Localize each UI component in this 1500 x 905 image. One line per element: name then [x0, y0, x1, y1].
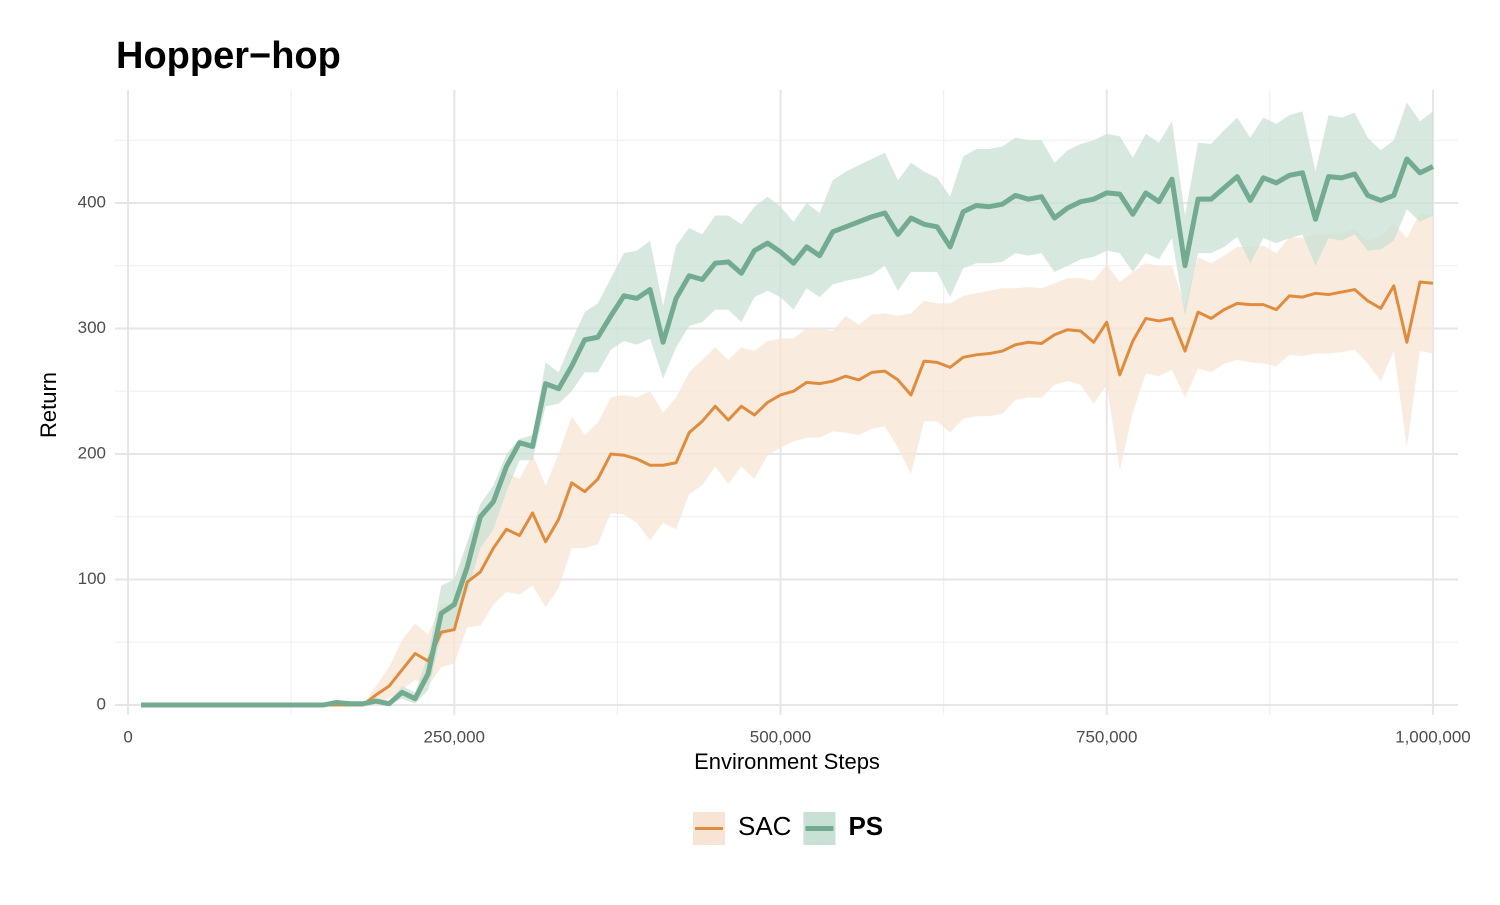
- x-tick-label: 250,000: [424, 727, 485, 746]
- y-tick-label: 200: [78, 443, 106, 462]
- y-tick-label: 400: [78, 192, 106, 211]
- y-axis-title: Return: [36, 372, 61, 438]
- x-tick-label: 750,000: [1076, 727, 1137, 746]
- series-line: [141, 156, 1435, 708]
- x-tick-label: 500,000: [750, 727, 811, 746]
- legend-item: SAC: [693, 811, 791, 845]
- x-tick-label: 1,000,000: [1395, 727, 1471, 746]
- x-tick-label: 0: [123, 727, 132, 746]
- chart-title: Hopper−hop: [116, 35, 341, 77]
- x-axis-title: Environment Steps: [694, 749, 880, 774]
- legend-label: PS: [848, 811, 883, 841]
- legend-item: PS: [803, 811, 883, 845]
- y-tick-label: 0: [97, 694, 106, 713]
- legend-label: SAC: [738, 811, 791, 841]
- y-tick-label: 300: [78, 318, 106, 337]
- y-tick-label: 100: [78, 569, 106, 588]
- confidence-band: [141, 102, 1433, 705]
